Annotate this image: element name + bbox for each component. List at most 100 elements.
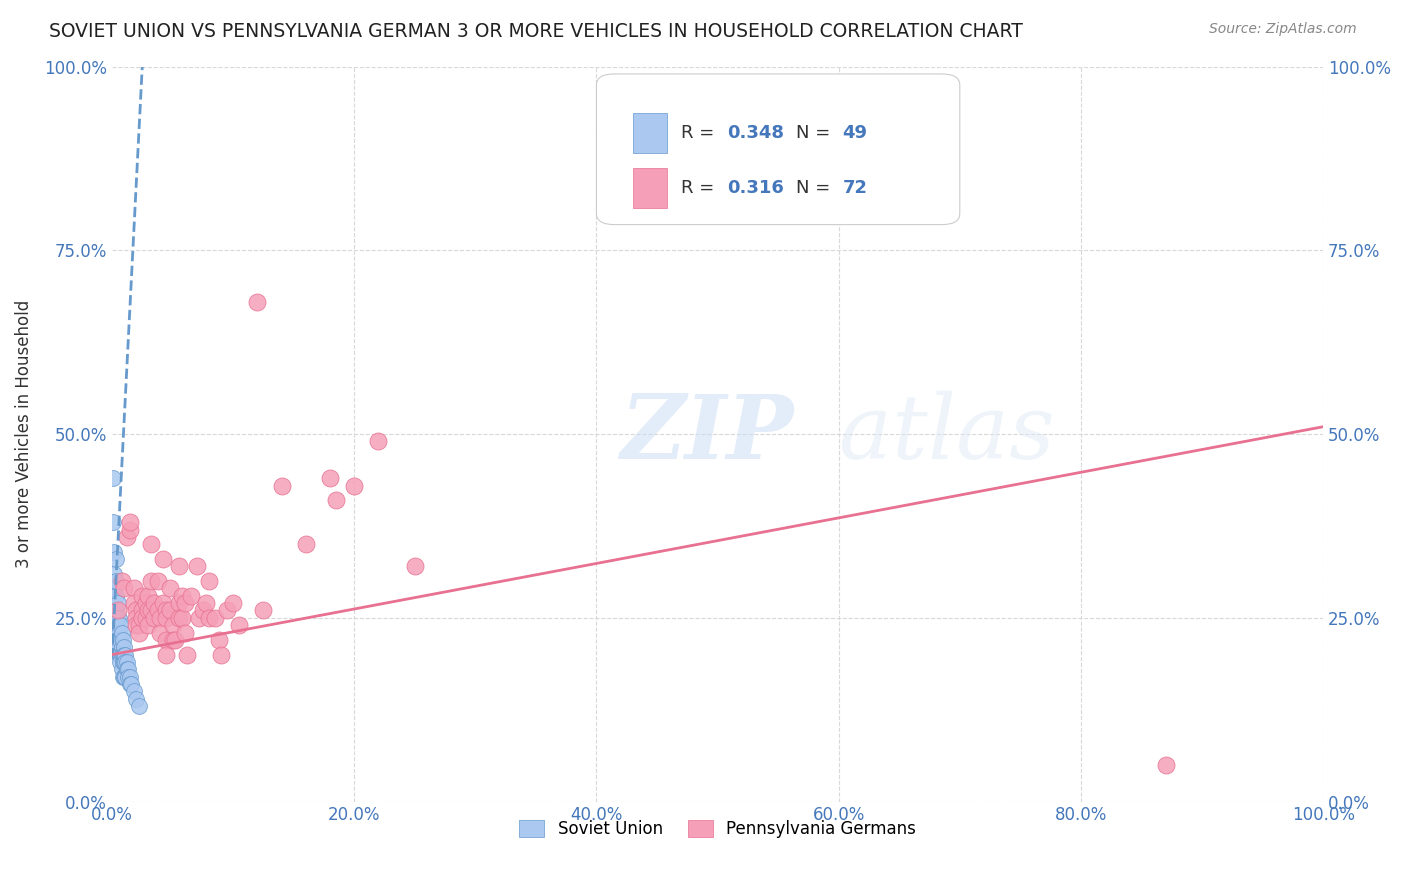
Point: [143, 596, 166, 610]
Point: [155, 632, 177, 647]
Point: [110, 655, 132, 669]
Point: [112, 655, 135, 669]
Point: [107, 625, 129, 640]
Point: [155, 648, 177, 662]
Point: [110, 618, 132, 632]
Point: [136, 618, 159, 632]
Point: [207, 632, 229, 647]
Text: 0.316: 0.316: [727, 179, 785, 197]
Point: [117, 670, 139, 684]
Point: [198, 611, 221, 625]
Point: [114, 655, 136, 669]
Point: [343, 478, 366, 492]
Text: Source: ZipAtlas.com: Source: ZipAtlas.com: [1209, 22, 1357, 37]
Point: [111, 625, 134, 640]
Text: SOVIET UNION VS PENNSYLVANIA GERMAN 3 OR MORE VEHICLES IN HOUSEHOLD CORRELATION : SOVIET UNION VS PENNSYLVANIA GERMAN 3 OR…: [49, 22, 1024, 41]
Point: [104, 574, 127, 588]
Point: [209, 648, 232, 662]
Point: [180, 589, 202, 603]
FancyBboxPatch shape: [633, 112, 666, 153]
Point: [103, 566, 125, 581]
Point: [172, 611, 194, 625]
Point: [149, 625, 172, 640]
Point: [128, 618, 150, 632]
Point: [136, 589, 159, 603]
Point: [195, 596, 218, 610]
Y-axis label: 3 or more Vehicles in Household: 3 or more Vehicles in Household: [15, 300, 32, 568]
Point: [107, 640, 129, 655]
Text: R =: R =: [682, 124, 720, 142]
Point: [120, 677, 142, 691]
Point: [111, 640, 134, 655]
Point: [246, 294, 269, 309]
Point: [108, 611, 131, 625]
Point: [111, 632, 134, 647]
Point: [131, 603, 153, 617]
Text: 0.348: 0.348: [727, 124, 785, 142]
Point: [110, 648, 132, 662]
Point: [270, 478, 292, 492]
Point: [128, 625, 150, 640]
Point: [143, 611, 166, 625]
Point: [105, 618, 128, 632]
Point: [103, 471, 125, 485]
Point: [139, 537, 162, 551]
Point: [120, 523, 142, 537]
Point: [191, 603, 214, 617]
Point: [125, 603, 148, 617]
Point: [107, 596, 129, 610]
Point: [172, 589, 194, 603]
Point: [131, 611, 153, 625]
Point: [114, 670, 136, 684]
Point: [108, 625, 131, 640]
Point: [111, 648, 134, 662]
Point: [128, 699, 150, 714]
Point: [294, 537, 316, 551]
Point: [146, 574, 169, 588]
Point: [112, 640, 135, 655]
Point: [152, 552, 174, 566]
Point: [122, 596, 145, 610]
Point: [136, 603, 159, 617]
Point: [167, 611, 190, 625]
Point: [167, 559, 190, 574]
Point: [125, 611, 148, 625]
Point: [104, 603, 127, 617]
Text: R =: R =: [682, 179, 720, 197]
Point: [222, 596, 245, 610]
Point: [112, 648, 135, 662]
Point: [107, 611, 129, 625]
Point: [152, 596, 174, 610]
Point: [105, 625, 128, 640]
Point: [120, 670, 142, 684]
Text: 72: 72: [842, 179, 868, 197]
Point: [204, 611, 226, 625]
Point: [120, 516, 142, 530]
Point: [111, 648, 134, 662]
Point: [404, 559, 426, 574]
Point: [367, 434, 389, 449]
Point: [114, 648, 136, 662]
Point: [111, 670, 134, 684]
Point: [120, 677, 142, 691]
Point: [162, 632, 184, 647]
Point: [103, 582, 125, 596]
Point: [155, 611, 177, 625]
Point: [107, 603, 129, 617]
Point: [159, 603, 181, 617]
Point: [155, 603, 177, 617]
Point: [176, 648, 198, 662]
Point: [135, 611, 157, 625]
Point: [108, 648, 131, 662]
Point: [167, 596, 190, 610]
Point: [173, 625, 195, 640]
Point: [139, 603, 162, 617]
Point: [162, 618, 184, 632]
Point: [319, 471, 342, 485]
Text: N =: N =: [796, 179, 837, 197]
Point: [149, 611, 172, 625]
Point: [110, 632, 132, 647]
Point: [146, 603, 169, 617]
Point: [1154, 757, 1177, 772]
Point: [111, 574, 134, 588]
